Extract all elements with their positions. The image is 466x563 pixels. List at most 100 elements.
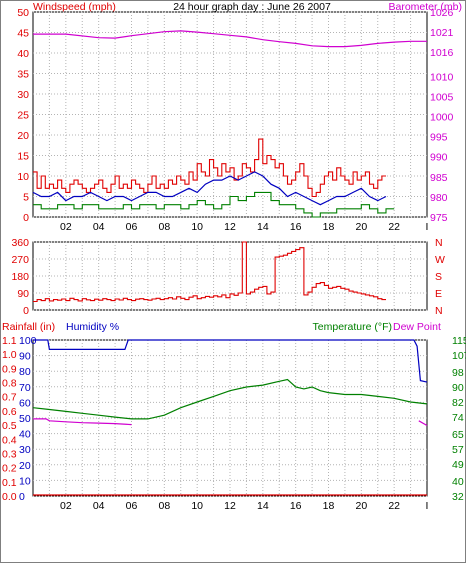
climate-x-tick-label: 02 xyxy=(60,500,72,512)
climate-x-tick-label: 20 xyxy=(355,500,367,512)
rainfall-tick-label: 0.3 xyxy=(2,448,17,460)
wind-x-tick-label: 06 xyxy=(126,221,138,233)
temperature-tick-label: 107 xyxy=(452,350,466,362)
rainfall-tick-label: 0.4 xyxy=(2,434,17,446)
windspeed-tick-label: 0 xyxy=(23,212,29,224)
rainfall-tick-label: 0.0 xyxy=(2,491,17,503)
wind-x-tick-label: 18 xyxy=(323,221,335,233)
direction-tick-label: 90 xyxy=(17,288,29,300)
humidity-tick-label: 20 xyxy=(19,460,31,472)
barometer-tick-label: 1021 xyxy=(430,27,454,39)
climate-x-tick-label: 06 xyxy=(126,500,138,512)
windspeed-tick-label: 25 xyxy=(17,110,29,122)
humidity-tick-label: 10 xyxy=(19,475,31,487)
climate-x-tick-label: 10 xyxy=(191,500,203,512)
dewpoint-axis-label: Dew Point xyxy=(393,321,441,333)
climate-x-tick-label: 14 xyxy=(257,500,269,512)
compass-tick-label: N xyxy=(435,237,443,249)
windspeed-axis-label: Windspeed (mph) xyxy=(33,1,116,13)
temperature-tick-label: 90 xyxy=(452,382,464,394)
average-series-line xyxy=(32,171,387,206)
rainfall-tick-label: 0.7 xyxy=(2,392,17,404)
barometer-tick-label: 1000 xyxy=(430,112,454,124)
windspeed-tick-label: 45 xyxy=(17,28,29,40)
temperature-axis-label: Temperature (°F) xyxy=(313,321,392,333)
temperature-tick-label: 98 xyxy=(452,367,464,379)
rainfall-tick-label: 1.1 xyxy=(2,335,17,347)
barometer-tick-label: 980 xyxy=(430,192,448,204)
barometer-tick-label: 990 xyxy=(430,152,448,164)
windspeed-tick-label: 40 xyxy=(17,48,29,60)
humidity-series-line xyxy=(33,339,428,383)
climate-x-tick-label: 18 xyxy=(323,500,335,512)
rainfall-tick-label: 0.9 xyxy=(2,363,17,375)
windspeed-tick-label: 30 xyxy=(17,89,29,101)
direction-tick-label: 180 xyxy=(11,271,29,283)
direction-tick-label: 270 xyxy=(11,254,29,266)
windspeed-tick-label: 10 xyxy=(17,171,29,183)
barometer-tick-label: 1016 xyxy=(430,47,454,59)
temperature-tick-label: 49 xyxy=(452,459,464,471)
climate-x-end-marker: I xyxy=(426,500,429,512)
barometer-series-line xyxy=(33,30,427,48)
temperature-series-line xyxy=(32,378,428,420)
wind-x-tick-label: 22 xyxy=(388,221,400,233)
humidity-tick-label: 70 xyxy=(19,382,31,394)
wind-x-end-marker: I xyxy=(426,221,429,233)
wind-x-tick-label: 16 xyxy=(290,221,302,233)
compass-tick-label: W xyxy=(435,254,445,266)
humidity-tick-label: 100 xyxy=(19,335,37,347)
temperature-tick-label: 82 xyxy=(452,397,464,409)
chart-title: 24 hour graph day : June 26 2007 xyxy=(173,1,331,13)
barometer-tick-label: 1005 xyxy=(430,91,454,103)
wind-x-tick-label: 02 xyxy=(60,221,72,233)
compass-tick-label: N xyxy=(435,305,443,317)
windspeed-tick-label: 20 xyxy=(17,130,29,142)
humidity-axis-label: Humidity % xyxy=(66,321,119,333)
wind-x-tick-label: 04 xyxy=(93,221,105,233)
climate-x-tick-label: 12 xyxy=(224,500,236,512)
rainfall-axis-label: Rainfall (in) xyxy=(2,321,55,333)
direction-tick-label: 360 xyxy=(11,237,29,249)
direction-series-line xyxy=(33,241,386,303)
barometer-axis-label: Barometer (mb) xyxy=(388,1,462,13)
rainfall-tick-label: 0.5 xyxy=(2,420,17,432)
temperature-tick-label: 40 xyxy=(452,476,464,488)
windspeed-tick-label: 5 xyxy=(23,192,29,204)
wind-x-tick-label: 12 xyxy=(224,221,236,233)
barometer-tick-label: 1026 xyxy=(430,7,454,19)
dewpoint-series-line xyxy=(33,418,132,426)
humidity-tick-label: 60 xyxy=(19,397,31,409)
climate-x-tick-label: 22 xyxy=(388,500,400,512)
compass-tick-label: S xyxy=(435,271,442,283)
humidity-tick-label: 80 xyxy=(19,366,31,378)
temperature-tick-label: 74 xyxy=(452,412,464,424)
barometer-tick-label: 1010 xyxy=(430,71,454,83)
windspeed-tick-label: 50 xyxy=(17,7,29,19)
windspeed-tick-label: 15 xyxy=(17,151,29,163)
barometer-tick-label: 985 xyxy=(430,172,448,184)
windspeed-tick-label: 35 xyxy=(17,69,29,81)
temperature-tick-label: 65 xyxy=(452,429,464,441)
rainfall-tick-label: 0.2 xyxy=(2,463,17,475)
temperature-tick-label: 115 xyxy=(452,335,466,347)
barometer-tick-label: 975 xyxy=(430,212,448,224)
humidity-tick-label: 0 xyxy=(19,491,25,503)
wind-x-tick-label: 10 xyxy=(191,221,203,233)
wind-x-tick-label: 08 xyxy=(158,221,170,233)
windspeed-series-line xyxy=(33,138,386,198)
climate-x-tick-label: 16 xyxy=(290,500,302,512)
rainfall-tick-label: 0.1 xyxy=(2,477,17,489)
wind-x-tick-label: 14 xyxy=(257,221,269,233)
rainfall-tick-label: 1.0 xyxy=(2,349,17,361)
dewpoint-series-line xyxy=(418,420,428,427)
direction-tick-label: 0 xyxy=(23,305,29,317)
wind-x-tick-label: 20 xyxy=(355,221,367,233)
climate-x-tick-label: 04 xyxy=(93,500,105,512)
humidity-tick-label: 40 xyxy=(19,429,31,441)
climate-x-tick-label: 08 xyxy=(158,500,170,512)
humidity-tick-label: 30 xyxy=(19,444,31,456)
temperature-tick-label: 57 xyxy=(452,444,464,456)
minimum-series-line xyxy=(33,191,395,218)
